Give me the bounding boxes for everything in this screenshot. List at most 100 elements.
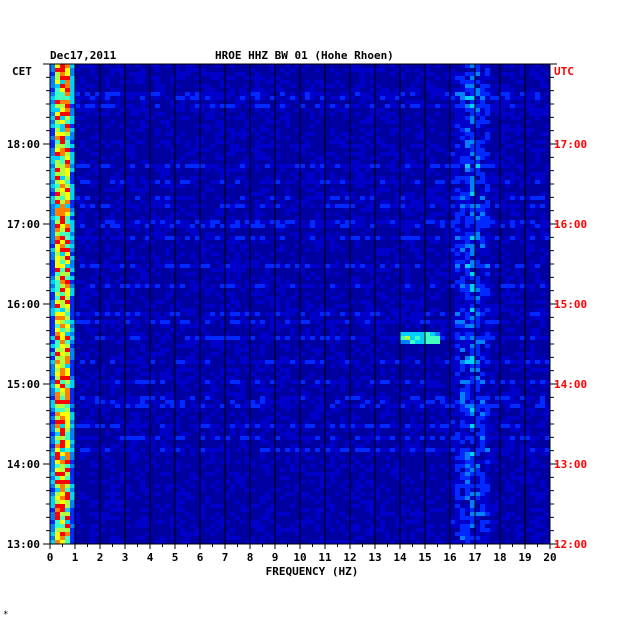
spectrogram-cell: [470, 420, 475, 424]
spectrogram-cell: [250, 192, 255, 196]
spectrogram-cell: [185, 272, 190, 276]
spectrogram-cell: [380, 436, 385, 440]
spectrogram-cell: [120, 180, 125, 184]
spectrogram-cell: [65, 216, 70, 220]
spectrogram-cell: [280, 380, 285, 384]
spectrogram-cell: [145, 124, 150, 128]
spectrogram-cell: [345, 364, 350, 368]
spectrogram-cell: [255, 236, 260, 240]
spectrogram-cell: [540, 96, 545, 100]
spectrogram-cell: [185, 324, 190, 328]
spectrogram-cell: [355, 180, 360, 184]
spectrogram-cell: [85, 172, 90, 176]
spectrogram-cell: [175, 436, 180, 440]
spectrogram-cell: [110, 216, 115, 220]
spectrogram-cell: [520, 280, 525, 284]
spectrogram-cell: [540, 176, 545, 180]
spectrogram-cell: [265, 180, 270, 184]
spectrogram-cell: [70, 292, 75, 296]
spectrogram-cell: [195, 372, 200, 376]
spectrogram-cell: [505, 92, 510, 96]
spectrogram-cell: [135, 320, 140, 324]
spectrogram-cell: [330, 188, 335, 192]
spectrogram-cell: [220, 124, 225, 128]
spectrogram-cell: [415, 100, 420, 104]
spectrogram-cell: [90, 204, 95, 208]
spectrogram-cell: [430, 464, 435, 468]
spectrogram-cell: [515, 232, 520, 236]
spectrogram-cell: [50, 364, 55, 368]
spectrogram-cell: [455, 352, 460, 356]
spectrogram-cell: [545, 164, 550, 168]
spectrogram-cell: [75, 392, 80, 396]
spectrogram-cell: [235, 404, 240, 408]
spectrogram-cell: [345, 152, 350, 156]
spectrogram-cell: [215, 388, 220, 392]
spectrogram-cell: [380, 116, 385, 120]
spectrogram-cell: [530, 68, 535, 72]
spectrogram-cell: [365, 384, 370, 388]
spectrogram-cell: [275, 84, 280, 88]
spectrogram-cell: [90, 412, 95, 416]
spectrogram-cell: [170, 264, 175, 268]
spectrogram-cell: [275, 144, 280, 148]
spectrogram-cell: [190, 164, 195, 168]
spectrogram-cell: [140, 268, 145, 272]
spectrogram-cell: [165, 168, 170, 172]
spectrogram-cell: [175, 68, 180, 72]
spectrogram-cell: [475, 156, 480, 160]
spectrogram-cell: [255, 104, 260, 108]
spectrogram-cell: [520, 336, 525, 340]
spectrogram-cell: [250, 424, 255, 428]
spectrogram-cell: [255, 320, 260, 324]
spectrogram-cell: [105, 104, 110, 108]
spectrogram-cell: [315, 184, 320, 188]
spectrogram-cell: [490, 372, 495, 376]
spectrogram-cell: [540, 420, 545, 424]
spectrogram-cell: [365, 168, 370, 172]
spectrogram-cell: [475, 444, 480, 448]
spectrogram-cell: [400, 92, 405, 96]
spectrogram-cell: [145, 364, 150, 368]
spectrogram-cell: [135, 224, 140, 228]
spectrogram-cell: [265, 340, 270, 344]
spectrogram-cell: [425, 356, 430, 360]
spectrogram-cell: [190, 404, 195, 408]
spectrogram-cell: [150, 204, 155, 208]
spectrogram-cell: [75, 376, 80, 380]
spectrogram-cell: [175, 344, 180, 348]
spectrogram-cell: [465, 328, 470, 332]
spectrogram-cell: [410, 100, 415, 104]
chart-title: HROE HHZ BW 01 (Hohe Rhoen): [215, 49, 394, 62]
spectrogram-cell: [55, 232, 60, 236]
spectrogram-cell: [285, 428, 290, 432]
spectrogram-cell: [405, 160, 410, 164]
spectrogram-cell: [375, 292, 380, 296]
spectrogram-cell: [450, 332, 455, 336]
spectrogram-cell: [455, 164, 460, 168]
spectrogram-cell: [370, 180, 375, 184]
spectrogram-cell: [520, 452, 525, 456]
spectrogram-cell: [150, 352, 155, 356]
spectrogram-cell: [385, 456, 390, 460]
spectrogram-cell: [70, 464, 75, 468]
spectrogram-cell: [355, 384, 360, 388]
spectrogram-cell: [415, 424, 420, 428]
spectrogram-cell: [495, 332, 500, 336]
spectrogram-cell: [525, 212, 530, 216]
spectrogram-cell: [490, 332, 495, 336]
spectrogram-cell: [495, 264, 500, 268]
spectrogram-cell: [500, 464, 505, 468]
spectrogram-cell: [520, 220, 525, 224]
spectrogram-cell: [490, 128, 495, 132]
spectrogram-cell: [55, 132, 60, 136]
spectrogram-cell: [230, 132, 235, 136]
spectrogram-cell: [70, 296, 75, 300]
spectrogram-cell: [475, 124, 480, 128]
spectrogram-cell: [440, 224, 445, 228]
spectrogram-cell: [60, 124, 65, 128]
spectrogram-cell: [480, 280, 485, 284]
spectrogram-cell: [60, 360, 65, 364]
spectrogram-cell: [200, 316, 205, 320]
spectrogram-cell: [55, 440, 60, 444]
